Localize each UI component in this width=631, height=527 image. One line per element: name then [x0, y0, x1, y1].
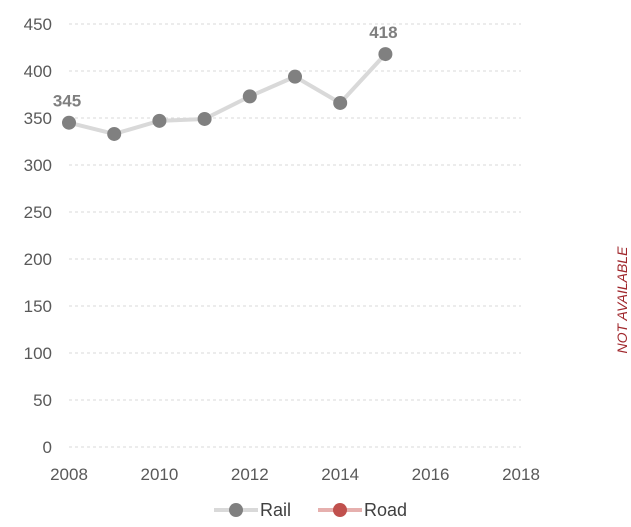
- data-labels: 345 418: [53, 23, 398, 111]
- x-tick-label: 2018: [502, 465, 540, 484]
- x-axis-tick-labels: 2008 2010 2012 2014 2016 2018: [50, 465, 540, 484]
- data-point-rail: [378, 47, 393, 62]
- y-tick-label: 0: [43, 438, 52, 457]
- series-layer: [62, 47, 393, 141]
- legend-marker-road: [333, 503, 347, 517]
- x-tick-label: 2012: [231, 465, 269, 484]
- data-point-rail: [62, 115, 76, 130]
- legend-label-rail: Rail: [260, 500, 291, 520]
- y-tick-label: 50: [33, 391, 52, 410]
- y-tick-label: 450: [24, 15, 52, 34]
- gridlines: [69, 23, 521, 448]
- data-label: 345: [53, 92, 81, 111]
- data-point-rail: [333, 95, 348, 110]
- data-point-rail: [152, 113, 167, 128]
- data-point-rail: [288, 69, 302, 84]
- series-line-rail: [68, 52, 387, 136]
- x-tick-label: 2014: [321, 465, 359, 484]
- y-tick-label: 350: [24, 109, 52, 128]
- y-tick-label: 100: [24, 344, 52, 363]
- legend-marker-rail: [229, 503, 243, 517]
- x-tick-label: 2016: [412, 465, 450, 484]
- data-point-rail: [242, 89, 257, 104]
- data-label: 418: [369, 23, 397, 42]
- x-tick-label: 2010: [140, 465, 178, 484]
- y-tick-label: 300: [24, 156, 52, 175]
- legend-label-road: Road: [364, 500, 407, 520]
- data-point-rail: [107, 126, 122, 141]
- data-point-rail: [197, 111, 212, 126]
- not-available-annotation: NOT AVAILABLE: [614, 246, 630, 354]
- y-tick-label: 200: [24, 250, 52, 269]
- y-tick-label: 250: [24, 203, 52, 222]
- legend: Rail Road: [214, 500, 407, 520]
- y-tick-label: 400: [24, 62, 52, 81]
- y-axis-tick-labels: 0 50 100 150 200 250 300 350 400 450: [24, 15, 52, 457]
- x-tick-label: 2008: [50, 465, 88, 484]
- y-tick-label: 150: [24, 297, 52, 316]
